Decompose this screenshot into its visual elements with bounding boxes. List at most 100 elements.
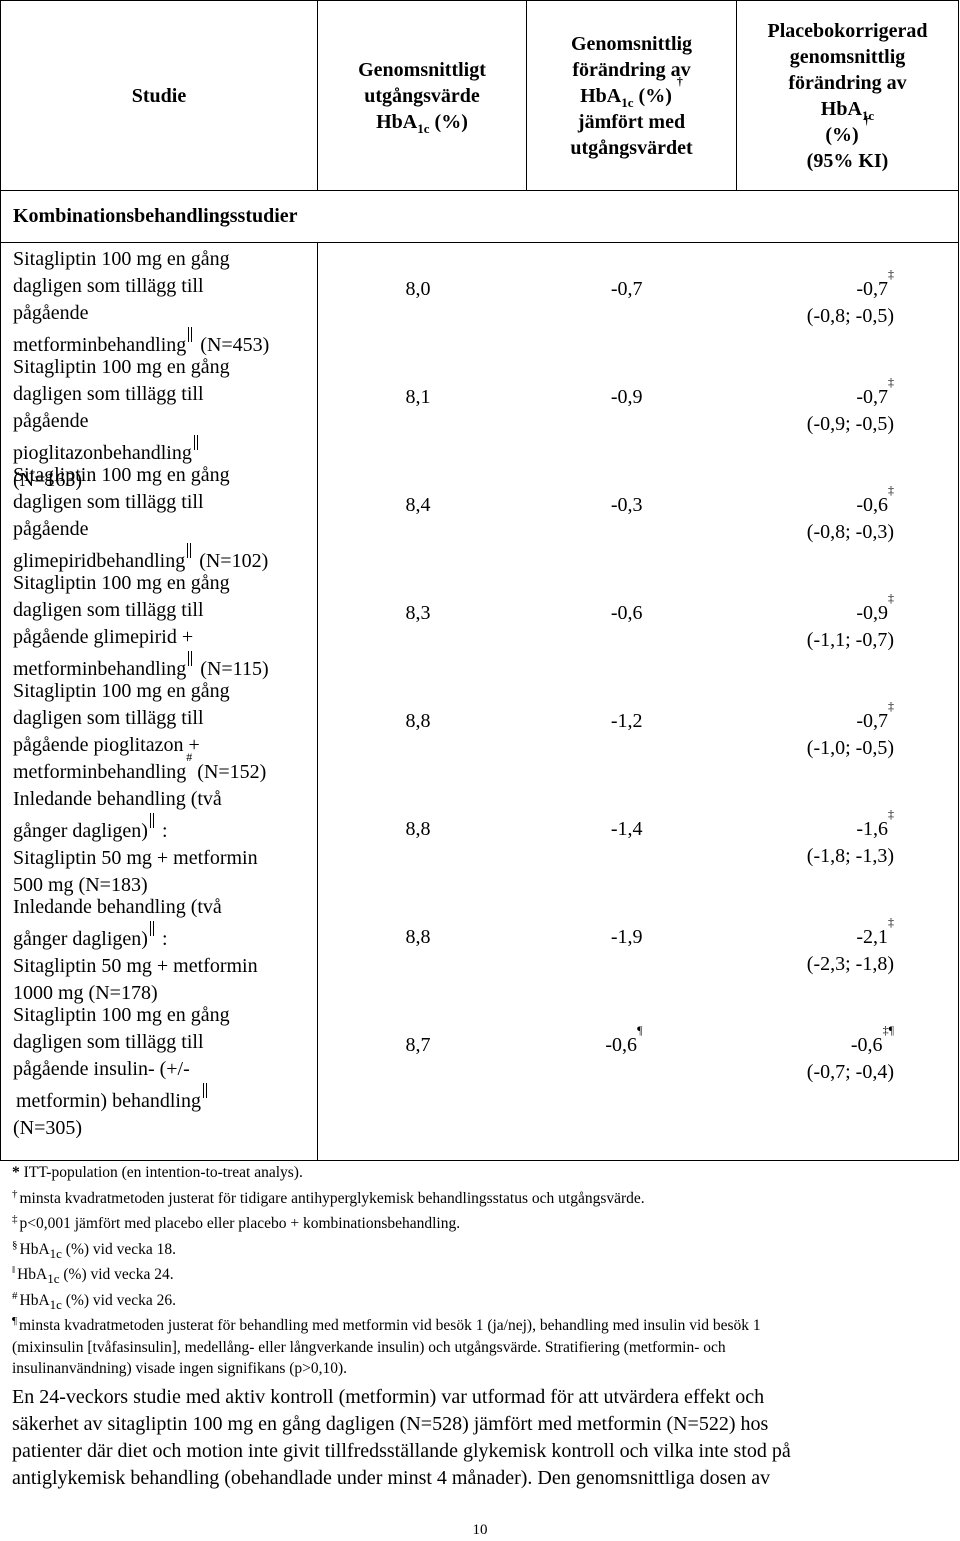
study-line: pioglitazonbehandling xyxy=(13,435,317,467)
double-dagger-mark: ‡ xyxy=(888,915,894,929)
header-baseline-line: (%) xyxy=(429,110,468,133)
study-cell: Sitagliptin 100 mg en gång dagligen som t… xyxy=(13,678,317,786)
study-line: metforminbehandling (N=115) xyxy=(13,651,317,683)
footnote-text: minsta kvadratmetoden justerat för behan… xyxy=(18,1317,761,1334)
baseline-list: 8,0 8,1 8,4 8,3 8,8 8,8 8,8 8,7 xyxy=(318,243,527,1137)
study-cell: Sitagliptin 100 mg en gång dagligen som t… xyxy=(13,354,317,491)
double-dagger-mark: ‡ xyxy=(888,267,894,281)
study-line: (N=305) xyxy=(13,1117,83,1139)
header-baseline: Genomsnittligt utgångsvärde HbA1c (%) xyxy=(317,0,527,191)
diff-number: -0,7 xyxy=(856,278,888,300)
study-line: Sitagliptin 50 mg + metformin xyxy=(13,955,258,977)
footnote-text: HbA xyxy=(17,1266,48,1283)
footnote-mark: # xyxy=(12,1289,18,1302)
study-line: dagligen som tillägg till xyxy=(13,383,204,405)
change-value: -1,2 xyxy=(527,678,737,786)
header-diff-line: förändring av xyxy=(788,71,907,94)
diff-number: -2,1 xyxy=(856,926,888,948)
footnote-text: minsta kvadratmetoden justerat för tidig… xyxy=(19,1189,645,1207)
study-line: pågående xyxy=(13,302,89,324)
study-line: Inledande behandling (två xyxy=(13,788,222,810)
confidence-interval: (-0,7; -0,4) xyxy=(806,1061,894,1083)
diff-value: -0,7‡ (-1,0; -0,5) xyxy=(737,678,959,786)
footnote-subscript: 1c xyxy=(47,1271,60,1287)
baseline-value: 8,8 xyxy=(405,926,431,948)
header-diff-line: HbA xyxy=(820,97,862,120)
double-dagger-mark: ‡ xyxy=(888,699,894,713)
study-line: Sitagliptin 100 mg en gång xyxy=(13,248,230,270)
study-cell: Sitagliptin 100 mg en gång dagligen som t… xyxy=(13,246,317,356)
double-bar-mark xyxy=(193,435,198,450)
study-cell: Inledande behandling (två gånger dagligen… xyxy=(13,894,317,1004)
diff-number: -0,6 xyxy=(850,1034,883,1056)
paragraph-line: antiglykemisk behandling (obehandlade un… xyxy=(12,1467,771,1489)
header-subscript: 1c xyxy=(417,120,430,136)
asterisk-mark: * xyxy=(12,1164,20,1181)
header-change-line: (%) xyxy=(633,84,672,107)
double-dagger-mark: ‡ xyxy=(888,807,894,821)
study-text: (N=115) xyxy=(195,658,269,680)
footnote-text: (%) vid vecka 26. xyxy=(61,1291,176,1309)
study-line: pågående glimepirid + xyxy=(13,626,194,648)
study-text: : xyxy=(156,820,168,842)
change-value: -0,3 xyxy=(527,462,737,570)
study-text: (N=102) xyxy=(194,550,269,572)
diff-value: -2,1‡ (-2,3; -1,8) xyxy=(737,894,959,1002)
baseline-value: 8,0 xyxy=(405,278,431,300)
study-text: metforminbehandling xyxy=(13,658,187,680)
change-number: -0,6 xyxy=(605,1034,638,1056)
table-body-row: Sitagliptin 100 mg en gång dagligen som t… xyxy=(0,242,959,1161)
footnote-text: insulinanvändning) visade ingen signifik… xyxy=(12,1360,348,1377)
confidence-interval: (-2,3; -1,8) xyxy=(806,953,894,975)
change-number: -1,9 xyxy=(610,926,643,948)
header-change-line: utgångsvärdet xyxy=(570,136,693,159)
study-line: (N=163) xyxy=(13,469,83,491)
dagger-mark: † xyxy=(676,73,683,88)
footnote-mark: § xyxy=(12,1238,18,1251)
study-line: 500 mg (N=183) xyxy=(13,874,148,896)
footnote: † minsta kvadratmetoden justerat för tidi… xyxy=(12,1184,942,1210)
study-line: Sitagliptin 50 mg + metformin xyxy=(13,847,258,869)
header-baseline-line: utgångsvärde xyxy=(364,84,480,107)
study-line: dagligen som tillägg till xyxy=(13,599,204,621)
study-line: dagligen som tillägg till xyxy=(13,491,204,513)
header-change-line: förändring av xyxy=(572,58,691,81)
double-dagger-mark: ‡ xyxy=(888,591,894,605)
study-cell: Sitagliptin 100 mg en gång dagligen som t… xyxy=(13,570,317,680)
footnote: (mixinsulin [tvåfasinsulin], medellång- … xyxy=(12,1337,942,1359)
study-line: Sitagliptin 100 mg en gång xyxy=(13,572,230,594)
diff-value: -1,6‡ (-1,8; -1,3) xyxy=(737,786,959,894)
footnote: ¶ minsta kvadratmetoden justerat för beha… xyxy=(12,1311,942,1337)
double-bar-mark xyxy=(187,543,192,558)
study-text: : xyxy=(156,928,168,950)
study-line: dagligen som tillägg till xyxy=(13,1031,204,1053)
header-baseline-line: Genomsnittligt xyxy=(358,58,486,81)
diff-value: -0,6‡ (-0,8; -0,3) xyxy=(737,462,959,570)
header-placebo-corrected: Placebokorrigerad genomsnittlig förändri… xyxy=(736,0,959,191)
footnote-mark: ‖ xyxy=(12,1264,16,1276)
dagger-mark: † xyxy=(863,112,870,127)
footnote-text: HbA xyxy=(19,1240,50,1258)
diff-value: -0,7‡ (-0,9; -0,5) xyxy=(737,354,959,462)
diff-number: -0,7 xyxy=(856,386,888,408)
header-baseline-line: HbA xyxy=(376,110,418,133)
footnote: # HbA1c (%) vid vecka 26. xyxy=(12,1286,942,1312)
study-text: pioglitazonbehandling xyxy=(13,442,192,464)
diff-number: -0,7 xyxy=(856,710,888,732)
study-text: gånger dagligen) xyxy=(13,820,148,842)
study-line: dagligen som tillägg till xyxy=(13,275,204,297)
study-line: gånger dagligen) : xyxy=(13,921,317,953)
study-line: Sitagliptin 100 mg en gång xyxy=(13,1004,230,1026)
footnote-subscript: 1c xyxy=(49,1296,62,1312)
diff-number: -0,6 xyxy=(856,494,888,516)
confidence-interval: (-1,1; -0,7) xyxy=(806,629,894,651)
change-number: -1,2 xyxy=(610,710,643,732)
table-header-row: Studie Genomsnittligt utgångsvärde HbA1c… xyxy=(0,0,959,191)
diff-column: -0,7‡ (-0,8; -0,5) -0,7‡ (-0,9; -0,5) -0,6‡(… xyxy=(736,242,959,1161)
footnote: ‖ HbA1c (%) vid vecka 24. xyxy=(12,1260,942,1286)
study-line: Sitagliptin 100 mg en gång xyxy=(13,464,230,486)
diff-number: -1,6 xyxy=(856,818,888,840)
study-line: glimepiridbehandling (N=102) xyxy=(13,543,317,575)
section-label: Kombinationsbehandlingsstudier xyxy=(0,190,959,243)
header-change-line: jämfört med xyxy=(577,110,686,133)
